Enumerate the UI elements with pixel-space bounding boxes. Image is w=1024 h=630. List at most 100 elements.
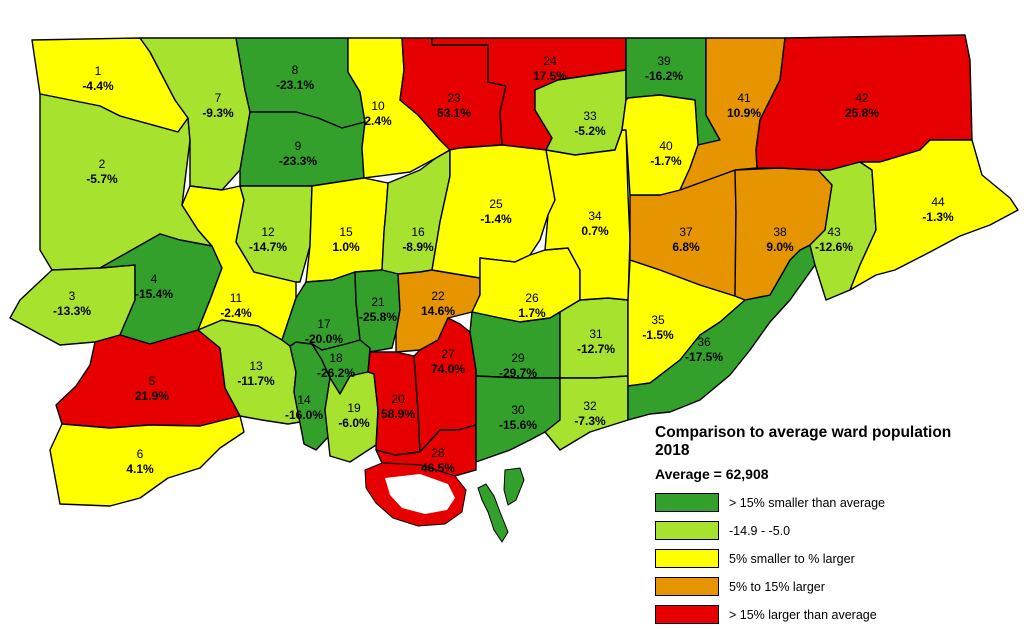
ward-3-number: 3	[69, 289, 76, 303]
ward-27-percent: 74.0%	[431, 362, 465, 376]
legend-swatch	[655, 549, 719, 568]
ward-36-number: 36	[697, 335, 711, 349]
ward-15-number: 15	[339, 225, 353, 239]
ward-25-number: 25	[489, 197, 503, 211]
ward-17-percent: -20.0%	[305, 332, 343, 346]
ward-43-number: 43	[827, 225, 841, 239]
ward-6-number: 6	[137, 447, 144, 461]
ward-44-number: 44	[931, 195, 945, 209]
ward-16-number: 16	[411, 225, 425, 239]
ward-1-number: 1	[95, 64, 102, 78]
ward-6-area	[49, 415, 245, 507]
ward-20-number: 20	[391, 392, 405, 406]
ward-44-area	[849, 139, 1019, 291]
legend-swatch	[655, 493, 719, 512]
ward-34-number: 34	[588, 209, 602, 223]
ward-1-percent: -4.4%	[82, 79, 114, 93]
ward-19-percent: -6.0%	[338, 416, 370, 430]
ward-7-number: 7	[215, 91, 222, 105]
ward-27-number: 27	[441, 347, 455, 361]
map-legend: Comparison to average ward population 20…	[655, 424, 1020, 630]
ward-34-percent: 0.7%	[581, 224, 609, 238]
ward-20-percent: 58.9%	[381, 407, 415, 421]
ward-10-percent: 2.4%	[364, 114, 392, 128]
legend-label: 5% to 15% larger	[729, 579, 825, 594]
ward-11-percent: -2.4%	[220, 306, 252, 320]
ward-23-percent: 53.1%	[437, 106, 471, 120]
ward-44-percent: -1.3%	[922, 210, 954, 224]
leslie-spit	[477, 483, 509, 543]
legend-label: > 15% smaller than average	[729, 495, 885, 510]
ward-21-percent: -25.8%	[359, 310, 397, 324]
legend-swatch	[655, 521, 719, 540]
ward-15-percent: 1.0%	[332, 240, 360, 254]
ward-13-percent: -11.7%	[237, 374, 275, 388]
ward-26-number: 26	[525, 291, 539, 305]
ward-38-percent: 9.0%	[766, 240, 794, 254]
ward-2-number: 2	[99, 157, 106, 171]
ward-33-percent: -5.2%	[574, 124, 606, 138]
ward-14-number: 14	[297, 393, 311, 407]
ward-42-number: 42	[855, 91, 869, 105]
legend-swatch	[655, 577, 719, 596]
ward-35-number: 35	[651, 313, 665, 327]
ward-7-percent: -9.3%	[202, 106, 234, 120]
ward-21-number: 21	[371, 295, 385, 309]
ward-8-number: 8	[292, 63, 299, 77]
ward-13-number: 13	[249, 359, 263, 373]
ward-26-percent: 1.7%	[518, 306, 546, 320]
ward-33-number: 33	[583, 109, 597, 123]
ward-19-number: 19	[347, 401, 361, 415]
ward-18-percent: -26.2%	[317, 366, 355, 380]
ward-34-area	[544, 129, 631, 301]
legend-title-line1: Comparison to average ward population	[655, 424, 952, 441]
ward-5-number: 5	[149, 374, 156, 388]
ward-4-percent: -15.4%	[135, 287, 173, 301]
legend-item: > 15% smaller than average	[655, 490, 1020, 515]
ward-32-number: 32	[583, 399, 597, 413]
legend-item: 5% to 15% larger	[655, 574, 1020, 599]
ward-17-number: 17	[317, 317, 331, 331]
legend-swatch	[655, 605, 719, 624]
ward-28-percent: 46.5%	[421, 461, 455, 475]
ward-42-percent: 25.8%	[845, 106, 879, 120]
ward-12-percent: -14.7%	[249, 240, 287, 254]
ward-21-area	[354, 269, 401, 353]
legend-title: Comparison to average ward population 20…	[655, 424, 1020, 460]
legend-label: > 15% larger than average	[729, 607, 877, 622]
ward-29-number: 29	[511, 351, 525, 365]
ward-11-number: 11	[230, 291, 243, 305]
ward-41-percent: 10.9%	[727, 106, 761, 120]
ward-6-percent: 4.1%	[126, 462, 154, 476]
ward-31-number: 31	[589, 327, 603, 341]
legend-average: Average = 62,908	[655, 466, 769, 482]
ward-4-number: 4	[151, 272, 158, 286]
ward-28-number: 28	[431, 446, 445, 460]
ward-37-percent: 6.8%	[672, 240, 700, 254]
ward-32-area	[544, 375, 629, 451]
ward-24-percent: 17.5%	[533, 69, 567, 83]
island-lagoon	[385, 474, 455, 514]
ward-40-number: 40	[659, 139, 673, 153]
ward-10-number: 10	[371, 99, 385, 113]
ward-12-number: 12	[261, 225, 275, 239]
ward-31-percent: -12.7%	[577, 342, 615, 356]
ward-8-percent: -23.1%	[276, 78, 314, 92]
ward-24-number: 24	[543, 54, 557, 68]
ward-23-number: 23	[447, 91, 461, 105]
ward-30-area	[475, 375, 561, 463]
ward-14-percent: -16.0%	[285, 408, 323, 422]
ward-5-percent: 21.9%	[135, 389, 169, 403]
legend-item: 5% smaller to % larger	[655, 546, 1020, 571]
ward-39-percent: -16.2%	[645, 69, 683, 83]
ward-22-number: 22	[431, 289, 445, 303]
ward-40-percent: -1.7%	[650, 154, 682, 168]
ward-39-number: 39	[657, 54, 671, 68]
ward-29-percent: -29.7%	[499, 366, 537, 380]
ward-37-number: 37	[679, 225, 693, 239]
ward-35-percent: -1.5%	[642, 328, 674, 342]
ward-2-percent: -5.7%	[86, 172, 118, 186]
ward-3-percent: -13.3%	[53, 304, 91, 318]
ward-9-percent: -23.3%	[279, 154, 317, 168]
